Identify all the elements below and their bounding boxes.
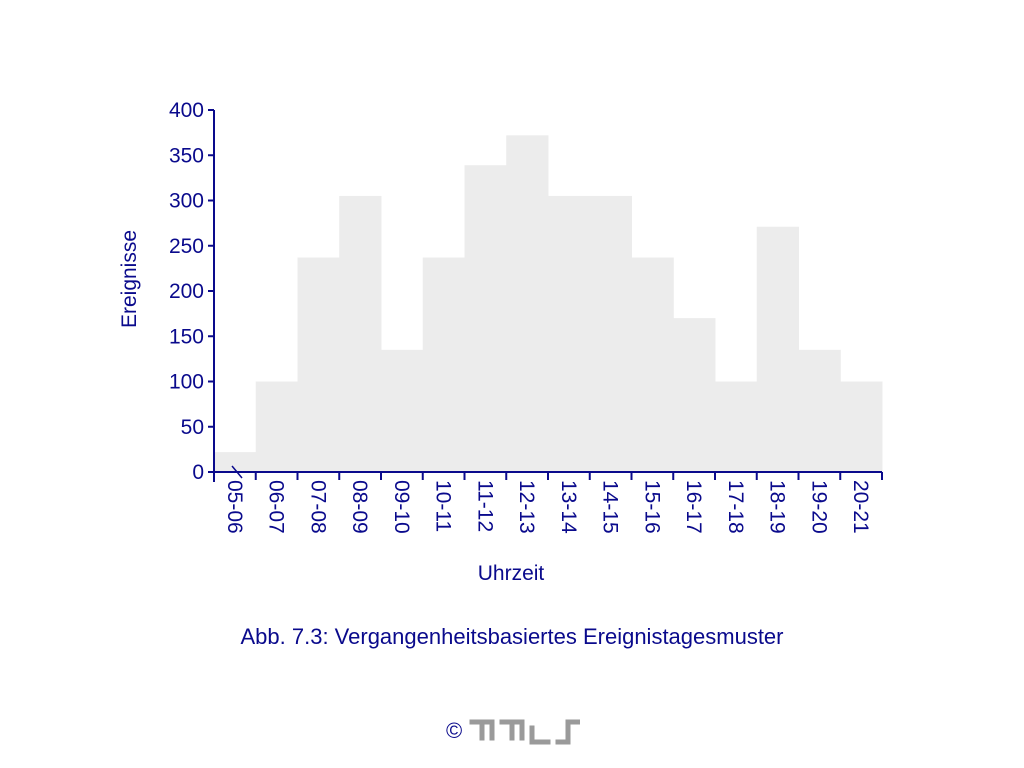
bar-20-21 <box>840 381 883 472</box>
bar-16-17 <box>673 318 716 472</box>
bar-15-16 <box>631 257 674 472</box>
x-tick-label-12-13: 12-13 <box>515 480 538 534</box>
y-axis-ticks: 0 50 100 150 200 250 300 350 400 <box>169 99 214 484</box>
y-axis-title: Ereignisse <box>118 230 141 328</box>
x-tick-label-19-20: 19-20 <box>807 480 830 534</box>
y-tick-label-400: 400 <box>169 99 204 122</box>
x-tick-label-14-15: 14-15 <box>599 480 622 534</box>
x-tick-label-06-07: 06-07 <box>265 480 288 534</box>
y-tick-label-350: 350 <box>169 144 204 167</box>
bar-18-19 <box>756 226 799 472</box>
bar-19-20 <box>798 349 841 472</box>
bar-11-12 <box>464 165 507 472</box>
x-tick-label-08-09: 08-09 <box>348 480 371 534</box>
bar-06-07 <box>255 381 298 472</box>
x-tick-label-16-17: 16-17 <box>682 480 705 534</box>
copyright-footer: © <box>446 716 581 746</box>
copyright-symbol: © <box>446 718 463 743</box>
x-tick-label-10-11: 10-11 <box>432 480 455 532</box>
x-tick-label-20-21: 20-21 <box>849 480 872 534</box>
x-axis-ticks: 05-06 06-07 07-08 08-09 09-10 10-11 11-12 12-13… <box>213 472 883 534</box>
axes <box>208 110 882 482</box>
axis-break-mark <box>231 465 243 479</box>
x-tick-label-09-10: 09-10 <box>390 480 413 534</box>
bar-09-10 <box>381 349 424 472</box>
y-tick-label-200: 200 <box>169 280 204 303</box>
y-tick-label-0: 0 <box>192 461 204 484</box>
x-tick-label-07-08: 07-08 <box>306 480 329 534</box>
x-tick-label-18-19: 18-19 <box>766 480 789 534</box>
bar-08-09 <box>339 195 382 472</box>
bar-12-13 <box>506 135 549 472</box>
y-tick-label-100: 100 <box>169 371 204 394</box>
bar-07-08 <box>297 257 340 472</box>
mis-logo-icon <box>469 719 581 745</box>
bar-14-15 <box>589 195 632 472</box>
figure-caption: Abb. 7.3: Vergangenheitsbasiertes Ereign… <box>240 624 784 649</box>
x-tick-label-15-16: 15-16 <box>640 480 663 534</box>
y-tick-label-300: 300 <box>169 190 204 213</box>
y-tick-label-250: 250 <box>169 235 204 258</box>
x-tick-label-05-06: 05-06 <box>223 480 246 534</box>
bar-17-18 <box>715 381 758 472</box>
x-tick-label-11-12: 11-12 <box>473 480 496 532</box>
bar-series <box>214 135 883 472</box>
x-tick-label-13-14: 13-14 <box>557 480 580 534</box>
bar-13-14 <box>548 195 591 472</box>
x-tick-label-17-18: 17-18 <box>724 480 747 534</box>
y-tick-label-150: 150 <box>169 325 204 348</box>
bar-05-06 <box>214 452 257 472</box>
bar-10-11 <box>422 257 465 472</box>
y-tick-label-50: 50 <box>181 416 204 439</box>
x-axis-title: Uhrzeit <box>478 562 545 585</box>
